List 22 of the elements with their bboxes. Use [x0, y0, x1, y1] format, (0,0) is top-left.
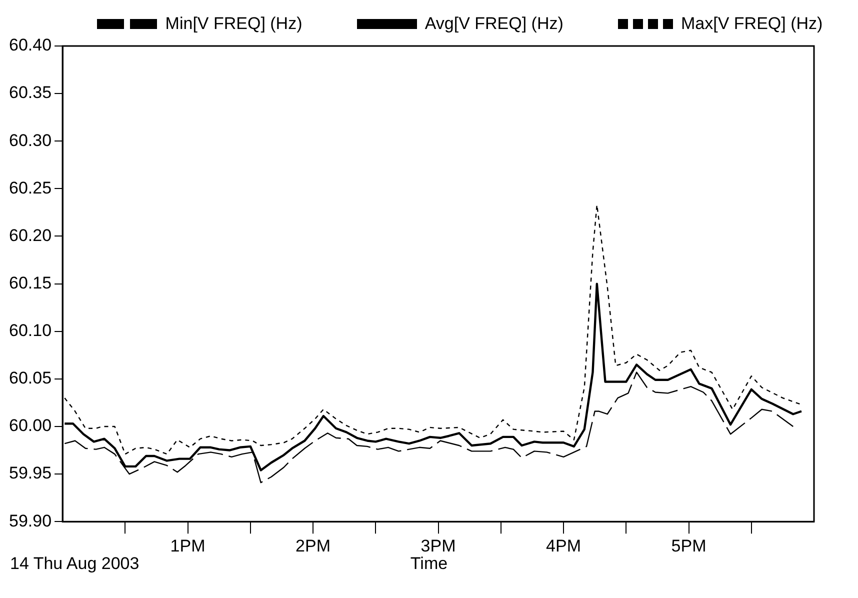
y-tick-label: 60.35 — [8, 83, 52, 102]
y-tick-label: 59.90 — [8, 511, 52, 530]
x-tick-label: 1PM — [170, 536, 206, 556]
x-axis-title: Time — [410, 554, 448, 573]
y-tick-label: 60.05 — [8, 368, 52, 388]
y-tick-label: 60.30 — [8, 130, 52, 150]
y-tick-label: 60.25 — [8, 178, 52, 198]
text: 14 Thu Aug 2003 — [10, 554, 140, 574]
legend-label: Max[V FREQ] (Hz) — [681, 14, 823, 34]
y-tick-label: 60.15 — [8, 273, 52, 292]
y-tick-label: 60.40 — [8, 36, 52, 55]
x-tick-label: 4PM — [546, 536, 581, 556]
y-tick-label: 60.00 — [8, 416, 52, 436]
y-tick-label: 60.20 — [8, 226, 52, 245]
line-series — [64, 204, 802, 455]
y-tick-label: 59.95 — [8, 464, 52, 483]
legend-label: Min[V FREQ] (Hz) — [165, 14, 302, 34]
y-tick-label: 60.10 — [8, 321, 52, 340]
legend-label: Avg[V FREQ] (Hz) — [424, 14, 564, 34]
x-tick-label: 3PM — [420, 536, 456, 556]
x-tick-label: 2PM — [296, 536, 331, 556]
x-tick-label: 5PM — [671, 536, 706, 556]
